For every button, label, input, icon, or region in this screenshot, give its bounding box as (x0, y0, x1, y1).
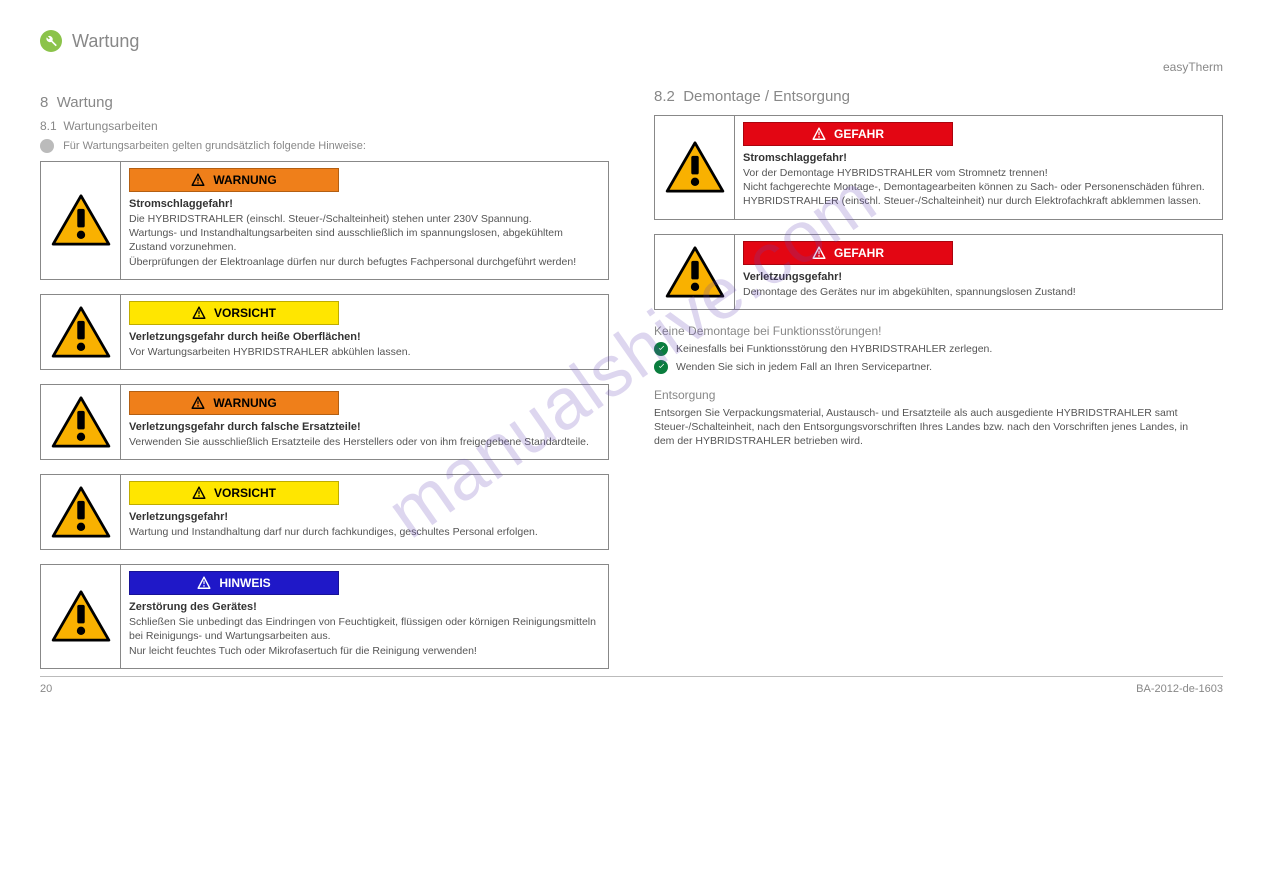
hazard-title: Verletzungsgefahr! (743, 271, 1214, 283)
hazard-icon (41, 385, 121, 459)
check-icon (654, 342, 668, 356)
left-column: 8 Wartung 8.1 Wartungsarbeiten Für Wartu… (40, 84, 609, 683)
hazard-badge: GEFAHR (743, 122, 953, 146)
hazard-icon (41, 162, 121, 279)
hazard-badge: WARNUNG (129, 168, 339, 192)
footer: 20 BA-2012-de-1603 (40, 676, 1223, 695)
info-icon (40, 139, 54, 153)
hazard-icon (655, 235, 735, 309)
lead-line: Für Wartungsarbeiten gelten grundsätzlic… (40, 139, 609, 153)
list-item: Wenden Sie sich in jedem Fall an Ihren S… (654, 360, 1223, 374)
warning-box: HINWEIS Zerstörung des Gerätes! Schließe… (40, 564, 609, 669)
right-section-heading: 8.2 Demontage / Entsorgung (654, 88, 1223, 105)
hazard-badge: GEFAHR (743, 241, 953, 265)
list-item: Keinesfalls bei Funktionsstörung den HYB… (654, 342, 1223, 356)
hazard-icon (41, 295, 121, 369)
hazard-icon (41, 565, 121, 668)
product-name: easyTherm (1163, 60, 1223, 74)
hazard-title: Verletzungsgefahr durch heiße Oberfläche… (129, 331, 600, 343)
footer-doc-id: BA-2012-de-1603 (1136, 683, 1223, 695)
header-subrow: easyTherm (40, 60, 1223, 74)
warning-box: VORSICHT Verletzungsgefahr! Wartung und … (40, 474, 609, 550)
hazard-title: Verletzungsgefahr durch falsche Ersatzte… (129, 421, 600, 433)
footer-page-number: 20 (40, 683, 52, 695)
hazard-title: Stromschlaggefahr! (129, 198, 600, 210)
hazard-badge: WARNUNG (129, 391, 339, 415)
warning-box: WARNUNG Verletzungsgefahr durch falsche … (40, 384, 609, 460)
disposal-text: Entsorgen Sie Verpackungsmaterial, Austa… (654, 406, 1194, 449)
hazard-title: Verletzungsgefahr! (129, 511, 600, 523)
hazard-badge: HINWEIS (129, 571, 339, 595)
warning-box: VORSICHT Verletzungsgefahr durch heiße O… (40, 294, 609, 370)
hazard-icon (655, 116, 735, 219)
hazard-title: Zerstörung des Gerätes! (129, 601, 600, 613)
warning-box: GEFAHR Verletzungsgefahr! Demontage des … (654, 234, 1223, 310)
subsection-heading: 8.1 Wartungsarbeiten (40, 119, 609, 133)
warning-box: GEFAHR Stromschlaggefahr! Vor der Demont… (654, 115, 1223, 220)
wrench-icon (40, 30, 62, 52)
hazard-title: Stromschlaggefahr! (743, 152, 1214, 164)
right-column: 8.2 Demontage / Entsorgung GEFAHR Stroms… (654, 84, 1223, 683)
page-title: Wartung (72, 31, 139, 52)
closing-heading: Keine Demontage bei Funktionsstörungen! (654, 324, 1223, 338)
hazard-badge: VORSICHT (129, 301, 339, 325)
hazard-icon (41, 475, 121, 549)
check-icon (654, 360, 668, 374)
warning-box: WARNUNG Stromschlaggefahr! Die HYBRIDSTR… (40, 161, 609, 280)
hazard-badge: VORSICHT (129, 481, 339, 505)
section-heading: 8 Wartung (40, 94, 609, 111)
disposal-heading: Entsorgung (654, 388, 1223, 402)
page-header: Wartung (40, 30, 1223, 52)
